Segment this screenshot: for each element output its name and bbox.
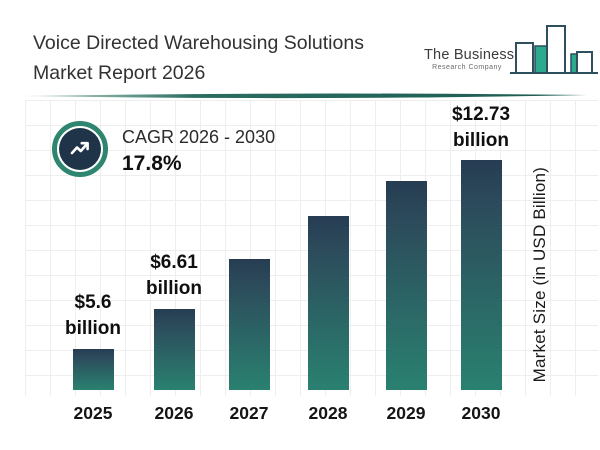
x-axis-label-2026: 2026 [154, 403, 194, 423]
page-title-line2: Market Report 2026 [33, 62, 206, 84]
cagr-label: CAGR 2026 - 2030 [122, 127, 276, 147]
bar-chart-logo-icon [508, 21, 600, 84]
bar-2029 [386, 181, 427, 390]
bar-value-2025-amount: $5.6 [74, 292, 112, 313]
company-logo: The Business Research Company [424, 20, 598, 84]
x-axis-label-2025: 2025 [73, 403, 113, 423]
bar-value-2026-unit: billion [146, 278, 202, 299]
cagr-text-block: CAGR 2026 - 2030 17.8% [122, 127, 275, 176]
x-axis-label-2027: 2027 [229, 403, 269, 423]
logo-subtitle: Research Company [432, 64, 502, 71]
bar-2026 [154, 309, 195, 390]
bar-value-label-2026: $6.61 billion [114, 250, 234, 302]
bar-value-2025-unit: billion [65, 318, 121, 339]
logo-text: The Business Research Company [424, 47, 515, 71]
bar-2028 [308, 216, 349, 390]
logo-name: The Business [424, 47, 515, 63]
trend-up-arrow-icon [59, 128, 101, 170]
cagr-value: 17.8% [122, 152, 182, 175]
bar-value-label-2025: $5.6 billion [33, 290, 153, 342]
page-title: Voice Directed Warehousing Solutions Mar… [33, 28, 433, 88]
bar-value-2030-unit: billion [453, 130, 509, 151]
bar-2030 [461, 160, 502, 390]
divider-line [24, 93, 587, 99]
bar-value-label-2030: $12.73 billion [421, 102, 541, 154]
page-title-line1: Voice Directed Warehousing Solutions [33, 32, 364, 54]
x-axis-label-2030: 2030 [461, 403, 501, 423]
bar-2027 [229, 259, 270, 390]
y-axis-title-text: Market Size (in USD Billion) [530, 167, 549, 383]
bar-value-2026-amount: $6.61 [150, 252, 198, 273]
y-axis-title: Market Size (in USD Billion) [522, 155, 558, 395]
bar-2025 [73, 349, 114, 390]
x-axis-label-2028: 2028 [308, 403, 348, 423]
cagr-badge [52, 121, 108, 177]
x-axis-label-2029: 2029 [386, 403, 426, 423]
bar-value-2030-amount: $12.73 [451, 104, 511, 125]
